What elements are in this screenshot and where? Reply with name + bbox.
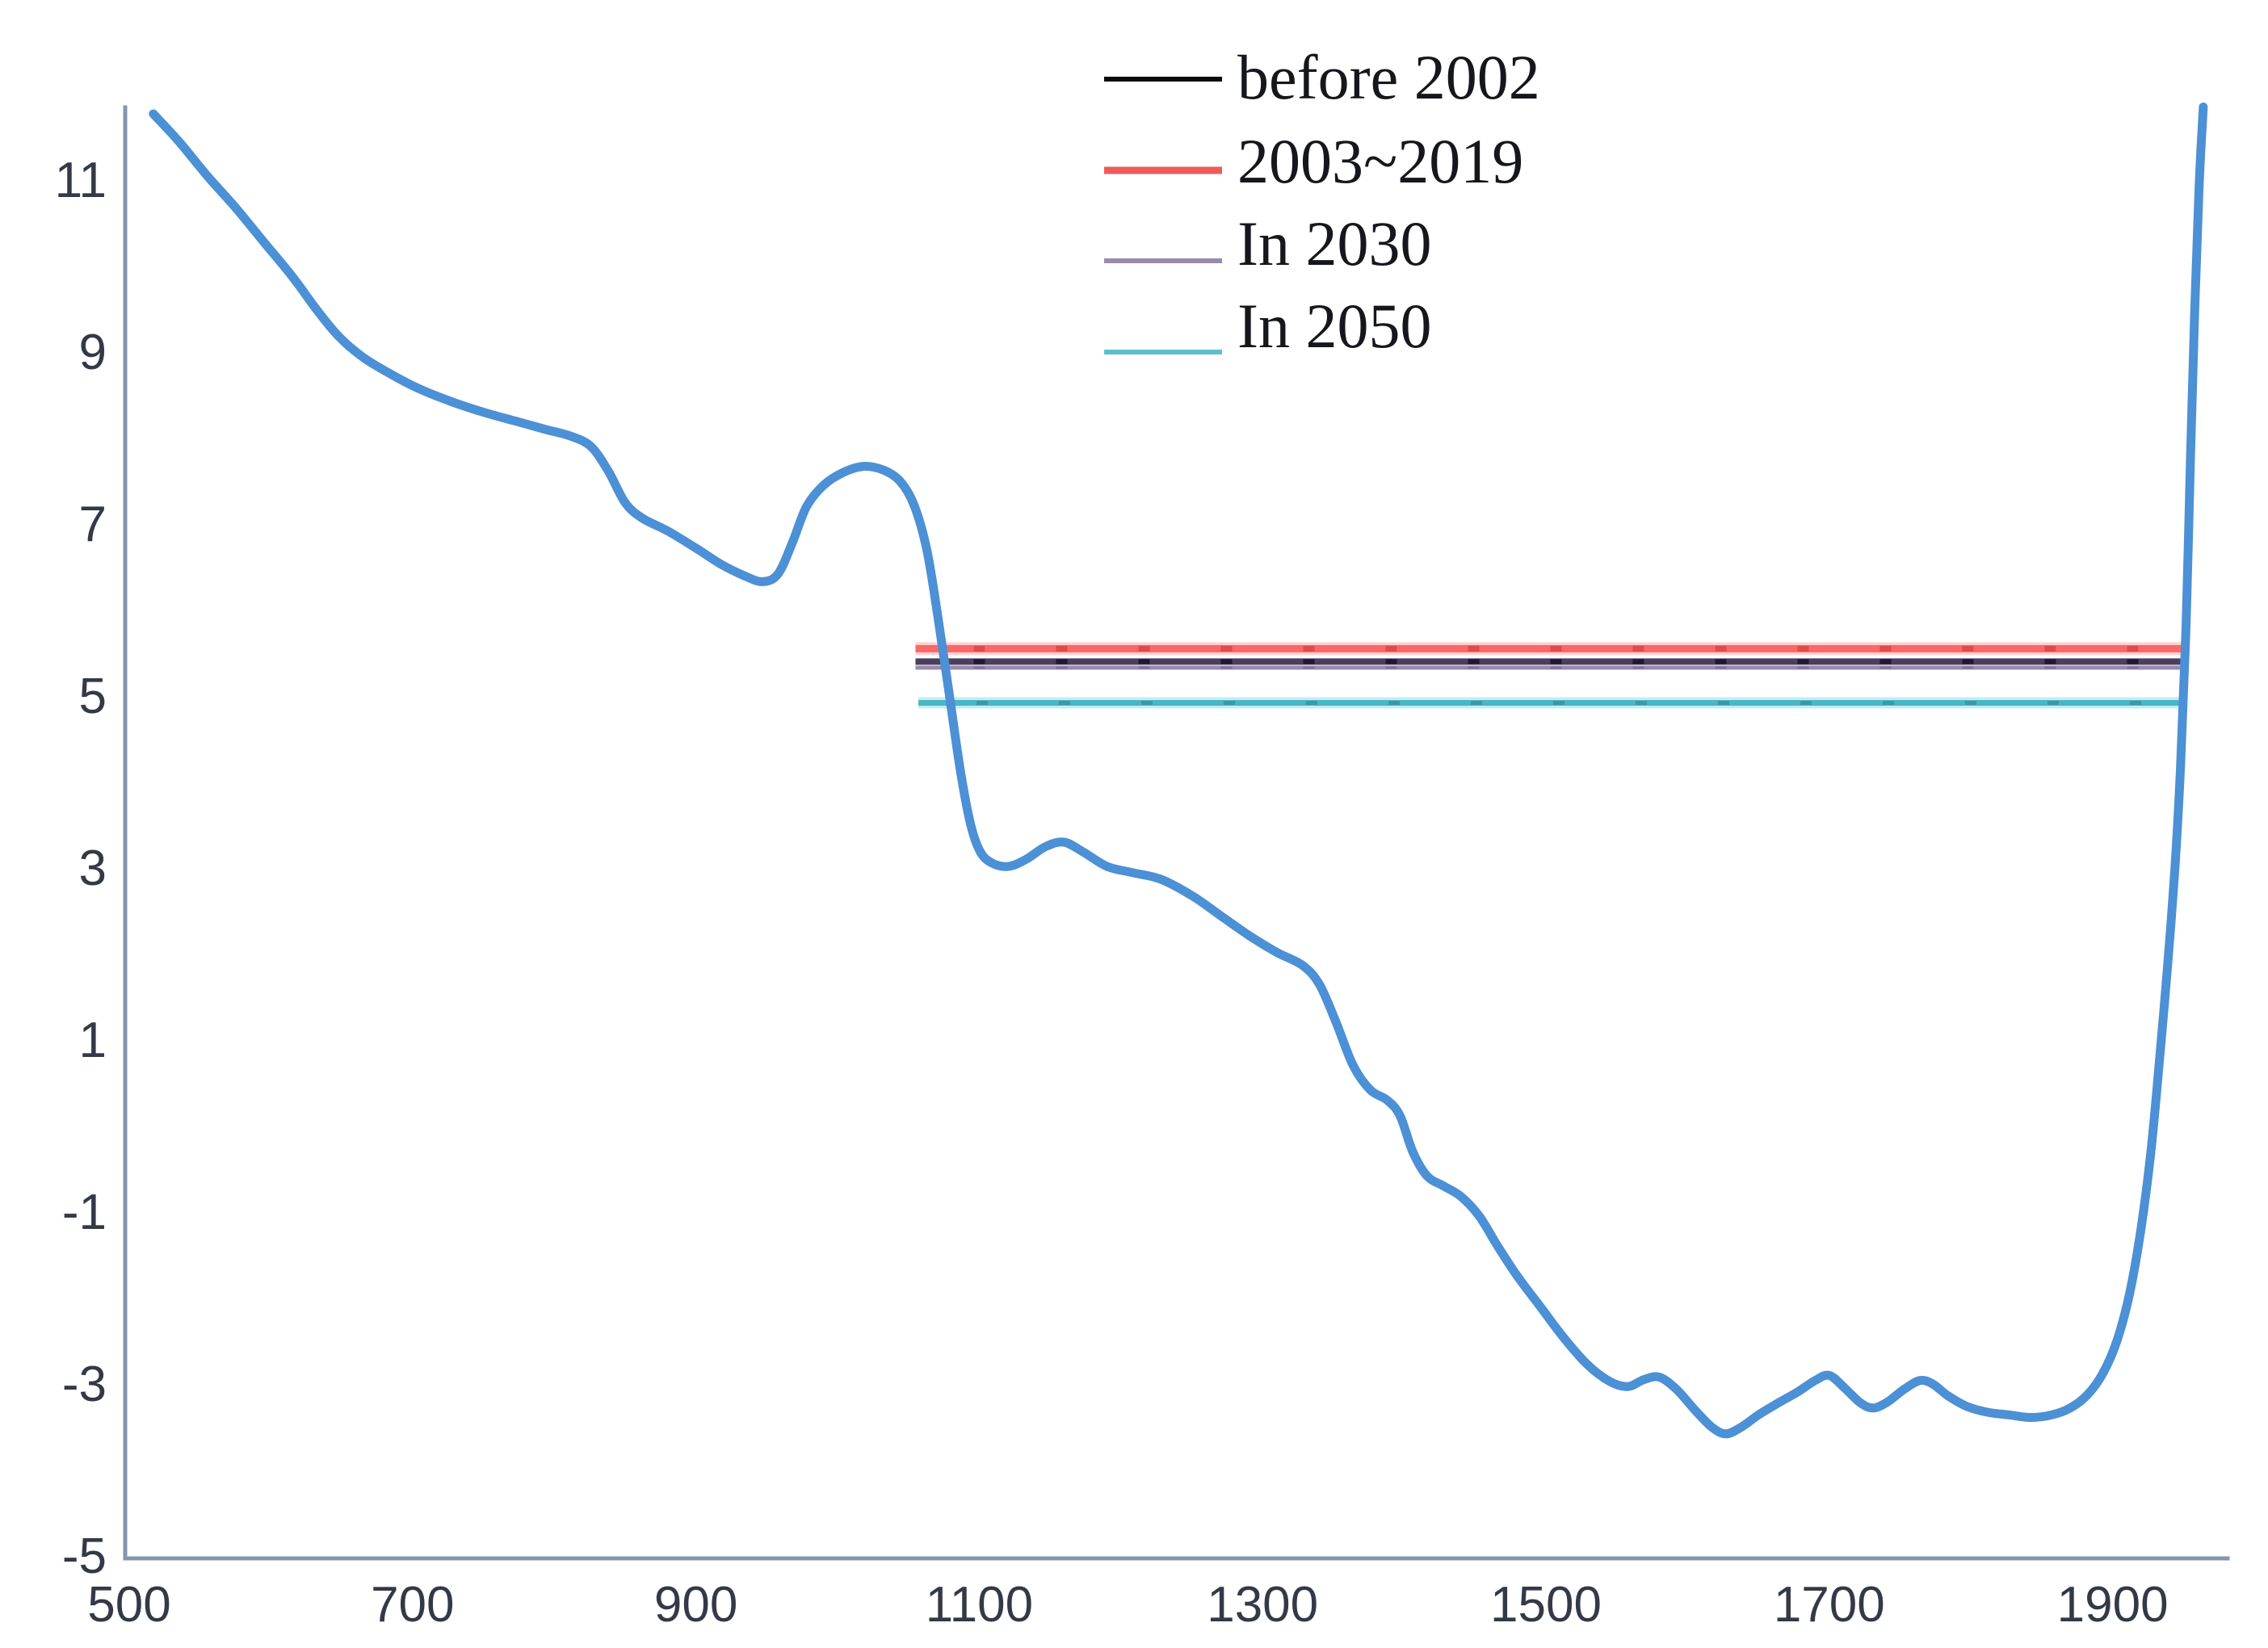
main-curve: [149, 103, 2208, 1439]
x-tick-label: 1500: [1490, 1577, 1602, 1633]
x-tick-label: 700: [371, 1577, 454, 1633]
legend-item-in-2030: In 2030: [1104, 208, 1431, 279]
legend-label-2003-2019: 2003~2019: [1237, 126, 1523, 196]
y-tick-label: -1: [62, 1185, 107, 1240]
y-tick-label: 3: [79, 841, 107, 896]
legend: before 2002 2003~2019 In 2030 In 2050: [1104, 42, 1540, 361]
x-tick-label: 1300: [1207, 1577, 1318, 1633]
legend-item-in-2050: In 2050: [1104, 291, 1431, 361]
x-tick-label: 1100: [926, 1577, 1033, 1633]
legend-item-2003-2019: 2003~2019: [1104, 126, 1523, 196]
x-tick-label: 500: [87, 1577, 170, 1633]
y-tick-label: 9: [79, 325, 107, 380]
y-tick-label: -3: [62, 1357, 107, 1412]
y-tick-label: 7: [79, 497, 107, 552]
y-tick-label: 11: [55, 153, 107, 208]
x-tick-label: 1900: [2057, 1577, 2169, 1633]
y-tick-label: 5: [79, 669, 107, 724]
legend-label-in-2050: In 2050: [1237, 291, 1431, 361]
legend-item-before-2002: before 2002: [1104, 42, 1540, 112]
x-tick-label: 1700: [1774, 1577, 1885, 1633]
axis-lines: [123, 105, 2230, 1561]
legend-label-before-2002: before 2002: [1237, 42, 1540, 112]
legend-label-in-2030: In 2030: [1237, 208, 1431, 279]
y-tick-label: 1: [79, 1013, 107, 1068]
y-axis-tick-labels: 11 9 7 5 3 1 -1 -3 -5: [55, 153, 107, 1584]
x-tick-label: 900: [654, 1577, 737, 1633]
x-axis-tick-labels: 500 700 900 1100 1300 1500 1700 1900: [87, 1577, 2168, 1633]
y-tick-label: -5: [62, 1528, 107, 1584]
reference-lines: [915, 642, 2182, 709]
